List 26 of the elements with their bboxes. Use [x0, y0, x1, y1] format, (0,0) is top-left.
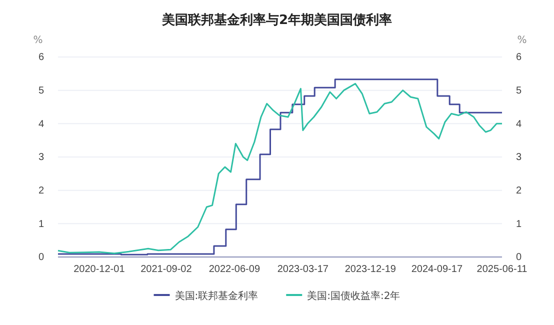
x-tick-label: 2024-09-17 [411, 264, 463, 276]
y-tick-label: 6 [38, 52, 44, 64]
y-tick-label: 4 [38, 118, 44, 130]
y2-tick-label: 1 [516, 218, 522, 230]
y2-tick-label: 3 [516, 152, 522, 164]
x-tick-label: 2025-06-11 [476, 264, 528, 276]
y2-tick-label: 2 [516, 186, 522, 197]
chart-title: 美国联邦基金利率与2年期美国国债利率 [160, 12, 392, 28]
x-tick-label: 2021-09-02 [140, 264, 192, 276]
y-tick-label: 3 [38, 152, 44, 164]
y2-tick-label: 0 [516, 252, 522, 264]
y-axis-title: % [33, 35, 43, 46]
x-tick-label: 2020-12-01 [74, 264, 126, 276]
legend-label: 美国:国债收益率:2年 [307, 290, 400, 302]
y-tick-label: 2 [38, 186, 44, 197]
x-tick-label: 2022-06-09 [208, 264, 260, 276]
x-tick-label: 2023-12-19 [344, 264, 396, 276]
y2-tick-label: 5 [516, 86, 522, 97]
y-tick-label: 1 [38, 218, 44, 230]
legend-label: 美国:联邦基金利率 [174, 290, 258, 302]
y2-tick-label: 6 [516, 52, 522, 64]
y2-tick-label: 4 [516, 118, 522, 130]
x-tick-label: 2023-03-17 [277, 264, 329, 276]
y-tick-label: 0 [38, 252, 44, 264]
y-tick-label: 5 [38, 86, 44, 97]
y2-axis-title: % [517, 35, 527, 46]
